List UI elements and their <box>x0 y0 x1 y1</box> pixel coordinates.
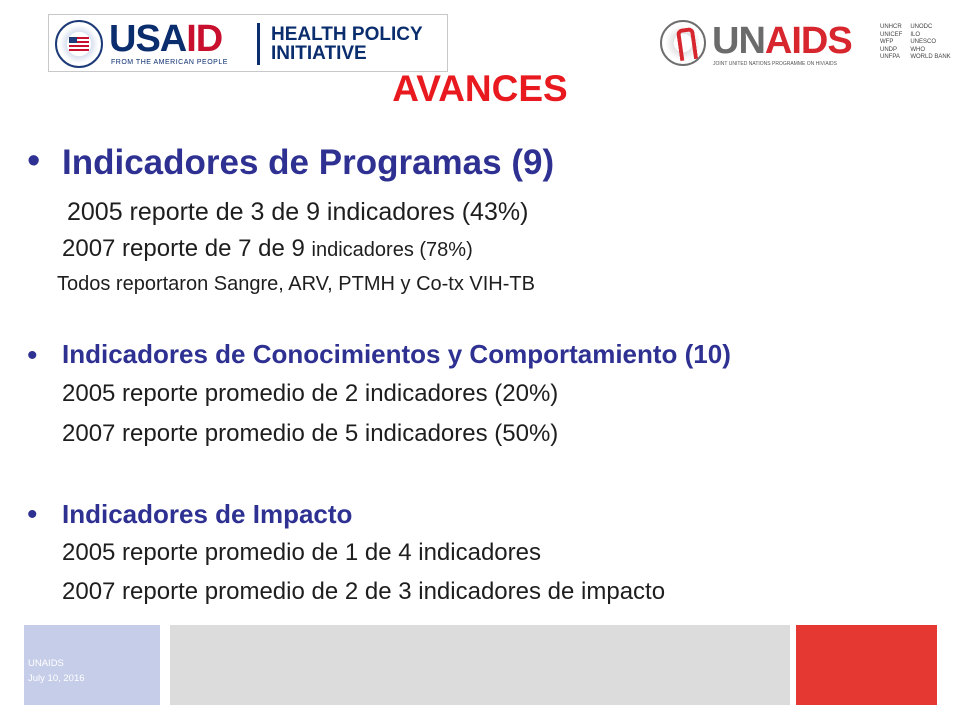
heading-indicadores-programas: Indicadores de Programas (9) <box>62 143 555 182</box>
footer-left-block <box>24 625 160 705</box>
unaids-wordmark: UNAIDS <box>712 20 853 62</box>
hpi-wordmark: HEALTH POLICY INITIATIVE <box>271 24 423 64</box>
programas-line-2007: 2007 reporte de 7 de 9 indicadores (78%) <box>62 235 473 262</box>
unaids-tagline: JOINT UNITED NATIONS PROGRAMME ON HIV/AI… <box>713 61 837 67</box>
usaid-hpi-logo: USAID FROM THE AMERICAN PEOPLE HEALTH PO… <box>48 14 448 72</box>
programas-line-2005: 2005 reporte de 3 de 9 indicadores (43%) <box>67 198 529 226</box>
footer-right-block <box>796 625 937 705</box>
programas-line-todos: Todos reportaron Sangre, ARV, PTMH y Co-… <box>57 273 535 295</box>
usaid-seal-icon <box>55 20 103 68</box>
footer-org: UNAIDS <box>28 658 64 669</box>
slide-title: AVANCES <box>392 68 568 109</box>
unaids-cosponsors: UNHCR UNICEF WFP UNDP UNFPA UNODC ILO UN… <box>880 24 951 62</box>
bullet-icon: • <box>27 498 38 531</box>
impacto-line-2005: 2005 reporte promedio de 1 de 4 indicado… <box>62 539 541 566</box>
usaid-wordmark: USAID <box>109 18 223 60</box>
bullet-icon: • <box>27 339 38 372</box>
usaid-tagline: FROM THE AMERICAN PEOPLE <box>111 59 228 66</box>
unaids-logo: UNAIDS JOINT UNITED NATIONS PROGRAMME ON… <box>660 18 960 74</box>
logo-divider <box>257 23 260 65</box>
heading-indicadores-impacto: Indicadores de Impacto <box>62 499 353 529</box>
un-emblem-red-ribbon-icon <box>660 20 706 66</box>
conocimientos-line-2005: 2005 reporte promedio de 2 indicadores (… <box>62 380 559 407</box>
cosponsors-column-1: UNHCR UNICEF WFP UNDP UNFPA <box>880 24 903 60</box>
conocimientos-line-2007: 2007 reporte promedio de 5 indicadores (… <box>62 420 559 447</box>
heading-indicadores-conocimientos: Indicadores de Conocimientos y Comportam… <box>62 339 731 369</box>
footer-date: July 10, 2016 <box>28 673 85 684</box>
impacto-line-2007: 2007 reporte promedio de 2 de 3 indicado… <box>62 578 666 605</box>
bullet-icon: • <box>27 140 41 182</box>
footer-middle-block <box>170 625 790 705</box>
cosponsors-column-2: UNODC ILO UNESCO WHO WORLD BANK <box>910 24 951 60</box>
